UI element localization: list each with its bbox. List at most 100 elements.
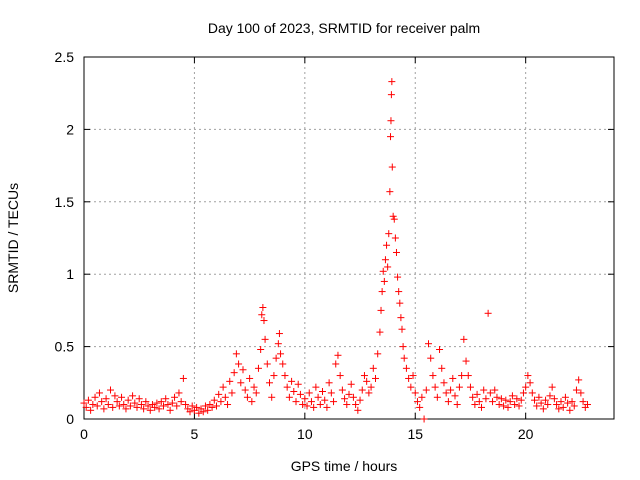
data-point bbox=[162, 395, 170, 403]
data-point bbox=[153, 399, 161, 407]
data-point bbox=[310, 403, 318, 411]
data-point bbox=[232, 350, 240, 358]
data-point bbox=[546, 392, 554, 400]
data-point bbox=[175, 389, 183, 397]
data-point bbox=[201, 402, 209, 410]
data-point bbox=[451, 392, 459, 400]
data-point bbox=[228, 389, 236, 397]
data-point bbox=[429, 372, 437, 380]
data-point bbox=[122, 405, 130, 413]
data-point bbox=[407, 383, 415, 391]
data-point bbox=[411, 389, 419, 397]
data-point bbox=[239, 366, 247, 374]
data-point bbox=[455, 383, 463, 391]
data-point bbox=[363, 377, 371, 385]
y-tick-label: 0.5 bbox=[55, 339, 75, 355]
x-tick-label: 20 bbox=[518, 426, 534, 442]
data-point bbox=[115, 402, 123, 410]
data-point bbox=[495, 401, 503, 409]
grid-lines bbox=[84, 57, 614, 419]
data-point bbox=[268, 393, 276, 401]
data-point bbox=[436, 345, 444, 353]
data-point bbox=[177, 398, 185, 406]
data-point bbox=[504, 403, 512, 411]
data-point bbox=[303, 402, 311, 410]
data-point bbox=[95, 389, 103, 397]
data-point bbox=[564, 399, 572, 407]
data-point bbox=[87, 406, 95, 414]
data-point bbox=[561, 393, 569, 401]
data-point bbox=[210, 396, 218, 404]
x-tick-label: 10 bbox=[297, 426, 313, 442]
data-point bbox=[257, 345, 265, 353]
x-tick-label: 5 bbox=[191, 426, 199, 442]
data-point bbox=[113, 398, 121, 406]
data-point bbox=[118, 393, 126, 401]
data-point bbox=[107, 386, 114, 394]
data-point bbox=[307, 398, 315, 406]
data-point bbox=[285, 393, 293, 401]
data-point bbox=[374, 350, 382, 358]
data-point bbox=[157, 398, 165, 406]
data-point bbox=[179, 374, 187, 382]
data-point bbox=[464, 372, 472, 380]
data-point bbox=[288, 377, 296, 385]
data-point bbox=[296, 390, 304, 398]
data-point bbox=[102, 395, 110, 403]
data-point bbox=[392, 248, 400, 256]
data-point bbox=[204, 406, 212, 414]
data-point bbox=[388, 163, 396, 171]
data-point bbox=[482, 395, 490, 403]
data-point bbox=[173, 402, 181, 410]
data-point bbox=[462, 357, 470, 365]
data-point bbox=[237, 379, 245, 387]
data-point bbox=[182, 401, 190, 409]
data-point bbox=[395, 288, 403, 296]
data-point bbox=[579, 398, 587, 406]
data-point bbox=[151, 403, 159, 411]
data-point bbox=[484, 309, 492, 317]
data-point bbox=[486, 389, 494, 397]
data-point bbox=[385, 230, 393, 238]
axis-ticks: 0 5 10 15 20 0 0.5 1 1.5 2 2.5 bbox=[55, 49, 614, 442]
data-point bbox=[380, 277, 388, 285]
x-tick-label: 15 bbox=[407, 426, 423, 442]
data-point bbox=[413, 398, 421, 406]
data-point bbox=[352, 401, 360, 409]
data-point bbox=[531, 396, 538, 404]
data-point bbox=[399, 343, 407, 351]
data-point bbox=[259, 304, 267, 312]
data-point bbox=[466, 383, 474, 391]
data-point bbox=[93, 402, 101, 410]
data-point bbox=[387, 117, 395, 125]
data-point bbox=[497, 395, 505, 403]
data-point bbox=[493, 393, 501, 401]
data-point bbox=[272, 354, 280, 362]
data-point bbox=[334, 351, 342, 359]
data-point bbox=[195, 409, 203, 417]
data-point bbox=[409, 372, 417, 380]
data-point bbox=[104, 401, 112, 409]
data-point bbox=[550, 395, 558, 403]
data-point bbox=[575, 376, 583, 384]
data-point bbox=[241, 386, 249, 394]
data-point bbox=[526, 379, 534, 387]
data-point bbox=[444, 398, 452, 406]
data-point bbox=[124, 396, 132, 404]
data-point bbox=[517, 396, 525, 404]
data-point bbox=[387, 91, 395, 99]
data-point bbox=[584, 401, 591, 409]
data-point bbox=[314, 393, 322, 401]
data-point bbox=[453, 401, 461, 409]
data-point bbox=[155, 405, 163, 413]
data-point bbox=[263, 360, 271, 368]
data-point bbox=[471, 401, 479, 409]
data-point bbox=[431, 383, 439, 391]
data-point bbox=[473, 390, 481, 398]
data-point bbox=[427, 354, 435, 362]
data-point bbox=[568, 398, 576, 406]
data-point bbox=[341, 395, 349, 403]
data-point bbox=[323, 403, 331, 411]
data-point bbox=[398, 325, 406, 333]
